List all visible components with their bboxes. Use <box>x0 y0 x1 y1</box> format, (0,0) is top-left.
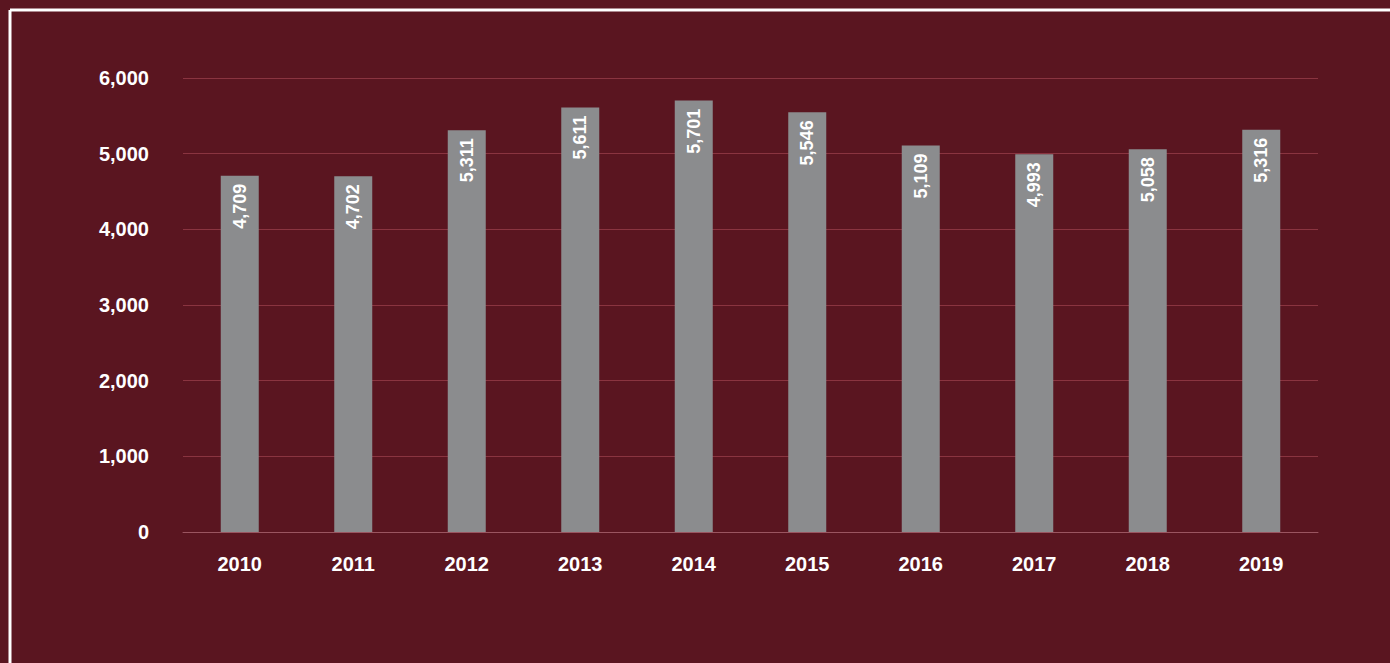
svg-text:5,546: 5,546 <box>797 120 817 165</box>
svg-text:4,702: 4,702 <box>343 184 363 229</box>
svg-text:2019: 2019 <box>1239 553 1284 575</box>
svg-text:5,316: 5,316 <box>1251 138 1271 183</box>
svg-text:2018: 2018 <box>1126 553 1171 575</box>
svg-text:3,000: 3,000 <box>99 294 149 316</box>
svg-text:5,311: 5,311 <box>457 138 477 182</box>
svg-text:5,611: 5,611 <box>570 115 590 159</box>
svg-text:2016: 2016 <box>899 553 944 575</box>
svg-text:1,000: 1,000 <box>99 445 149 467</box>
svg-text:2,000: 2,000 <box>99 370 149 392</box>
svg-text:4,000: 4,000 <box>99 218 149 240</box>
svg-text:5,109: 5,109 <box>911 153 931 198</box>
svg-text:2013: 2013 <box>558 553 603 575</box>
svg-text:5,701: 5,701 <box>684 109 704 154</box>
svg-text:4,993: 4,993 <box>1024 162 1044 207</box>
svg-text:2015: 2015 <box>785 553 830 575</box>
svg-text:2014: 2014 <box>672 553 717 575</box>
svg-text:6,000: 6,000 <box>99 67 149 89</box>
svg-text:5,058: 5,058 <box>1138 157 1158 202</box>
svg-text:4,709: 4,709 <box>230 184 250 229</box>
svg-text:2011: 2011 <box>332 553 375 575</box>
svg-text:2017: 2017 <box>1012 553 1057 575</box>
svg-text:5,000: 5,000 <box>99 143 149 165</box>
svg-text:0: 0 <box>138 521 149 543</box>
svg-text:2012: 2012 <box>445 553 490 575</box>
svg-text:2010: 2010 <box>218 553 263 575</box>
